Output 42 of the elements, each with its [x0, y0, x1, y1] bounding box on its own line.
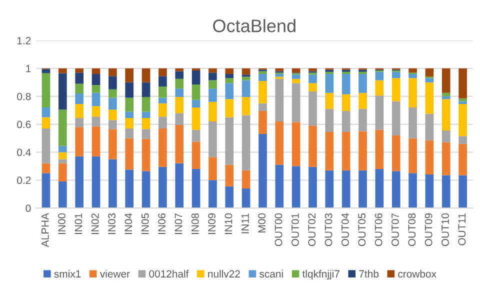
legend-label: viewer [100, 270, 130, 278]
x-tick-label: OUT03 [324, 213, 332, 246]
y-tick-label: 0.6 [17, 120, 31, 128]
x-tick-label: IN06 [158, 213, 166, 234]
y-tick-label: 0.8 [17, 92, 31, 100]
x-tick-label: OUT07 [392, 213, 399, 246]
x-tick-label: OUT09 [424, 213, 432, 246]
x-tick-label: OUT05 [358, 213, 366, 246]
y-tick-label: 0 [26, 204, 31, 212]
legend-label: scani [260, 270, 283, 278]
x-tick-label: OUT01 [292, 213, 299, 246]
legend-label: 7thb [359, 270, 378, 278]
x-tick-label: IN02 [91, 213, 99, 234]
x-tick-label: IN04 [124, 213, 132, 234]
x-tick-label: OUT08 [408, 213, 416, 246]
legend-label: smix1 [54, 270, 81, 278]
x-tick-label: IN09 [208, 213, 216, 234]
x-tick-label: OUT02 [308, 213, 316, 246]
y-tick-label: 1 [26, 65, 31, 72]
chart-title: OctaBlend [213, 19, 296, 32]
legend-label: 0012half [149, 270, 189, 278]
x-tick-label: OUT11 [458, 213, 466, 246]
legend-label: crowbox [398, 270, 436, 278]
x-tick-label: M00 [258, 213, 266, 232]
x-tick-label: OUT04 [342, 213, 349, 246]
y-tick-label: 0.2 [17, 176, 31, 184]
legend-label: nullv22 [208, 270, 240, 278]
x-tick-label: OUT00 [274, 213, 282, 246]
x-tick-label: IN01 [74, 213, 82, 234]
x-tick-label: ALPHA [42, 212, 49, 248]
y-tick-label: 1.2 [17, 36, 31, 44]
x-tick-label: IN00 [58, 213, 66, 234]
y-tick-label: 0.4 [17, 148, 31, 156]
x-tick-label: OUT10 [442, 213, 449, 246]
x-tick-label: IN08 [191, 213, 199, 234]
x-tick-label: IN03 [108, 213, 116, 234]
x-tick-label: IN10 [224, 213, 232, 234]
x-tick-label: OUT06 [374, 213, 382, 246]
x-tick-label: IN11 [242, 213, 249, 234]
legend-label: tlqkfnjji7 [302, 270, 340, 280]
x-tick-label: IN05 [141, 213, 149, 234]
x-tick-label: IN07 [174, 213, 182, 234]
